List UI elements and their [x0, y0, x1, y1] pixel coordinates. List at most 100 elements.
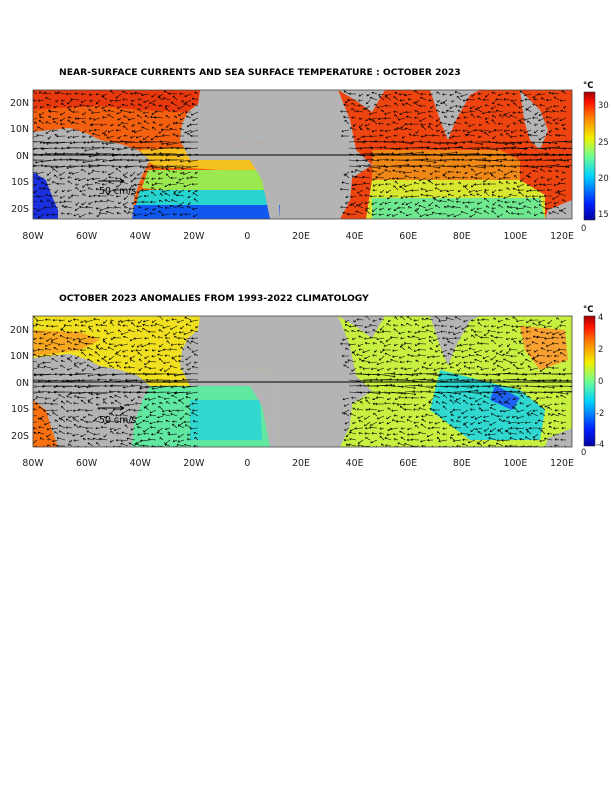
lat-tick: 20N — [10, 325, 29, 336]
current-vector — [457, 189, 462, 193]
colorbar-tick: 20 — [598, 173, 609, 183]
current-vector — [181, 99, 185, 103]
current-vector — [537, 165, 553, 169]
current-vector — [66, 129, 73, 133]
current-vector — [124, 146, 136, 149]
current-vector — [435, 204, 441, 209]
current-vector — [128, 188, 136, 191]
current-vector — [365, 209, 371, 215]
current-vector — [485, 120, 490, 125]
current-vector — [130, 92, 136, 96]
current-vector — [56, 437, 66, 441]
current-vector — [184, 443, 192, 447]
current-vector — [461, 349, 469, 353]
current-vector — [560, 352, 567, 357]
current-vector — [39, 116, 45, 119]
current-vector — [489, 427, 497, 433]
current-vector — [529, 189, 539, 192]
current-vector — [128, 329, 136, 333]
current-vector — [464, 183, 469, 188]
current-vector — [166, 340, 171, 345]
current-vector — [482, 400, 490, 405]
current-vector — [134, 91, 143, 95]
current-vector — [46, 337, 52, 342]
current-vector — [164, 206, 171, 210]
current-vector — [102, 129, 108, 135]
current-vector — [484, 197, 490, 203]
current-vector — [393, 207, 399, 212]
current-vector — [477, 97, 483, 101]
current-vector — [116, 183, 122, 188]
current-vector — [106, 193, 115, 197]
current-vector — [144, 336, 150, 340]
current-vector — [33, 171, 38, 174]
current-vector — [406, 115, 413, 119]
current-vector — [122, 98, 129, 101]
current-vector — [537, 92, 546, 96]
current-vector — [532, 93, 539, 99]
current-vector — [455, 200, 462, 204]
current-vector — [37, 415, 45, 420]
current-vector — [553, 201, 560, 205]
current-vector — [51, 325, 59, 328]
current-vector — [146, 415, 150, 419]
current-vector — [511, 337, 518, 341]
current-vector — [565, 153, 572, 155]
colorbar-gradient — [583, 91, 596, 221]
current-vector — [357, 343, 364, 347]
current-vector — [53, 121, 59, 125]
current-vector — [46, 433, 52, 438]
current-vector — [545, 207, 553, 210]
current-vector — [553, 96, 560, 101]
current-vector — [378, 213, 385, 216]
current-vector — [482, 355, 490, 359]
current-vector — [436, 117, 441, 122]
current-vector — [107, 129, 115, 133]
current-vector — [449, 105, 455, 109]
current-vector — [370, 439, 378, 444]
lon-tick: 20W — [183, 231, 204, 242]
current-vector — [65, 379, 80, 382]
current-vector — [93, 432, 101, 436]
current-vector — [50, 165, 66, 169]
current-vector — [546, 105, 553, 110]
current-vector — [108, 171, 115, 176]
current-vector — [520, 177, 525, 183]
current-vector — [418, 204, 427, 209]
current-vector — [190, 129, 199, 133]
current-vector — [106, 135, 115, 139]
south-atlantic-band-3 — [132, 205, 280, 219]
current-vector — [174, 115, 178, 119]
current-vector — [178, 399, 185, 405]
current-vector — [439, 121, 448, 125]
current-vector — [123, 366, 129, 369]
current-vector — [67, 189, 73, 192]
current-vector — [468, 189, 476, 193]
current-vector — [354, 175, 364, 179]
current-vector — [133, 177, 143, 180]
colorbar-unit: °C — [583, 80, 593, 90]
current-vector — [362, 349, 371, 353]
sst-reference-arrow: 50 cm/s — [98, 178, 136, 197]
current-vector — [127, 403, 136, 407]
current-vector — [50, 402, 59, 406]
current-vector — [115, 414, 122, 417]
current-vector — [447, 129, 455, 135]
current-vector — [168, 92, 178, 96]
current-vector — [436, 91, 441, 95]
current-vector — [498, 204, 504, 209]
current-vector — [109, 427, 115, 430]
current-vector — [404, 373, 419, 377]
current-vector — [191, 337, 199, 340]
current-vector — [124, 403, 129, 407]
current-vector — [151, 191, 157, 197]
current-vector — [175, 121, 185, 125]
current-vector — [353, 319, 357, 323]
current-vector — [192, 420, 199, 423]
current-vector — [482, 98, 490, 102]
current-vector — [143, 194, 150, 198]
current-vector — [547, 319, 553, 325]
current-vector — [547, 177, 553, 181]
current-vector — [369, 426, 378, 429]
current-vector — [88, 201, 94, 205]
